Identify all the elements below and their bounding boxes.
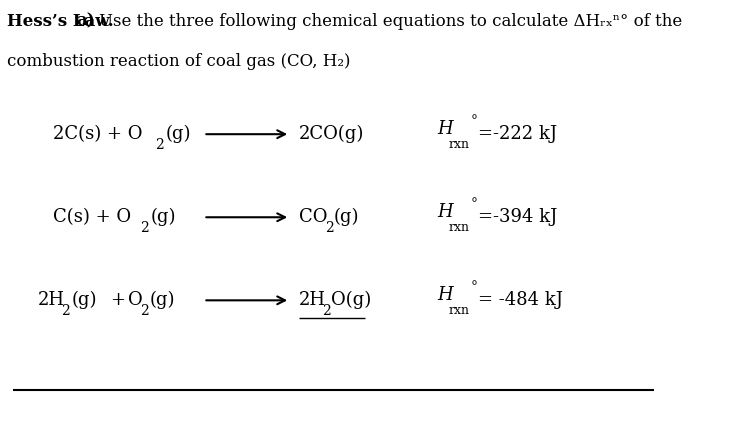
Text: =-394 kJ: =-394 kJ [477, 208, 557, 226]
Text: 2: 2 [322, 304, 331, 318]
Text: 2: 2 [140, 304, 149, 318]
Text: O(g): O(g) [331, 291, 372, 309]
Text: H: H [437, 120, 453, 138]
Text: rxn: rxn [448, 305, 469, 317]
Text: (g): (g) [149, 291, 175, 309]
Text: rxn: rxn [448, 222, 469, 234]
Text: 2C(s) + O: 2C(s) + O [53, 125, 143, 143]
Text: C(s) + O: C(s) + O [53, 208, 132, 226]
Text: = -484 kJ: = -484 kJ [477, 291, 562, 309]
Text: (g): (g) [151, 208, 176, 226]
Text: combustion reaction of coal gas (CO, H₂): combustion reaction of coal gas (CO, H₂) [7, 53, 350, 70]
Text: H: H [437, 286, 453, 304]
Text: 2H: 2H [299, 291, 326, 309]
Text: Use the three following chemical equations to calculate ΔHᵣₓⁿ° of the: Use the three following chemical equatio… [99, 13, 682, 30]
Text: 2CO(g): 2CO(g) [299, 125, 364, 143]
Text: a): a) [77, 13, 96, 30]
Text: °: ° [471, 281, 478, 294]
Text: 2H: 2H [38, 291, 65, 309]
Text: 2: 2 [61, 304, 70, 318]
Text: H: H [437, 203, 453, 221]
Text: (g): (g) [166, 125, 191, 143]
Text: rxn: rxn [448, 138, 469, 151]
Text: +: + [110, 291, 125, 309]
Text: (g): (g) [72, 291, 97, 309]
Text: 2: 2 [325, 221, 334, 235]
Text: Hess’s Law.: Hess’s Law. [7, 13, 114, 30]
Text: °: ° [471, 115, 478, 128]
Text: (g): (g) [334, 208, 359, 226]
Text: 2: 2 [154, 138, 163, 152]
Text: °: ° [471, 198, 478, 211]
Text: 2: 2 [140, 221, 149, 235]
Text: =-222 kJ: =-222 kJ [477, 125, 556, 143]
Text: CO: CO [299, 208, 328, 226]
Text: O: O [128, 291, 143, 309]
